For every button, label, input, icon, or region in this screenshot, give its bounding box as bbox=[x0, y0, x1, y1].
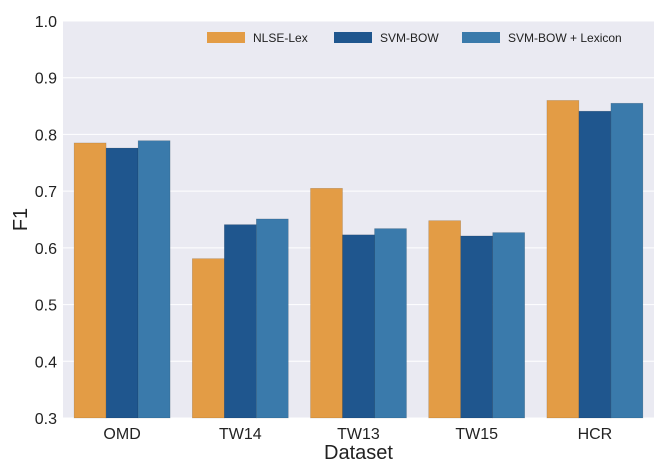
legend-swatch bbox=[207, 32, 245, 43]
bar-svm-bow-omd bbox=[105, 147, 139, 419]
legend: NLSE-Lex SVM-BOW SVM-BOW + Lexicon bbox=[207, 31, 622, 45]
bar-nlse-lex-tw13 bbox=[310, 188, 343, 419]
y-tick-label: 0.6 bbox=[35, 241, 57, 258]
x-axis-label: Dataset bbox=[324, 442, 393, 462]
x-tick-label: TW14 bbox=[219, 426, 262, 443]
x-tick-label: HCR bbox=[578, 426, 613, 443]
bar-svm-bow-tw15 bbox=[460, 235, 494, 419]
legend-label: SVM-BOW bbox=[380, 31, 439, 45]
legend-swatch bbox=[462, 32, 500, 43]
bar-nlse-lex-tw14 bbox=[192, 258, 225, 419]
x-tick-label: TW15 bbox=[455, 426, 498, 443]
legend-label: SVM-BOW + Lexicon bbox=[508, 31, 622, 45]
bar-svm-bow-lexicon-omd bbox=[137, 140, 171, 419]
x-tick-label: TW13 bbox=[337, 426, 380, 443]
y-tick-label: 1.0 bbox=[35, 14, 57, 31]
bar-nlse-lex-hcr bbox=[546, 100, 580, 419]
bar-svm-bow-lexicon-tw14 bbox=[255, 218, 289, 419]
legend-swatch bbox=[334, 32, 372, 43]
y-tick-label: 0.4 bbox=[35, 354, 57, 371]
bar-nlse-lex-omd bbox=[73, 142, 107, 419]
x-tick-labels: OMD TW14 TW13 TW15 HCR bbox=[103, 426, 612, 443]
y-tick-label: 0.5 bbox=[35, 298, 57, 315]
y-axis-label: F1 bbox=[10, 208, 32, 231]
bar-svm-bow-lexicon-tw13 bbox=[374, 228, 407, 419]
bar-svm-bow-lexicon-hcr bbox=[610, 102, 644, 419]
bar-svm-bow-tw13 bbox=[342, 234, 375, 419]
y-tick-label: 0.3 bbox=[35, 411, 57, 428]
y-tick-label: 0.9 bbox=[35, 71, 57, 88]
bar-svm-bow-lexicon-tw15 bbox=[492, 232, 526, 419]
x-tick-label: OMD bbox=[103, 426, 140, 443]
bar-svm-bow-hcr bbox=[578, 110, 612, 419]
bars bbox=[73, 100, 644, 419]
y-tick-label: 0.8 bbox=[35, 127, 57, 144]
y-tick-labels: 0.3 0.4 0.5 0.6 0.7 0.8 0.9 1.0 bbox=[35, 14, 57, 428]
y-tick-label: 0.7 bbox=[35, 184, 57, 201]
legend-label: NLSE-Lex bbox=[253, 31, 308, 45]
bar-nlse-lex-tw15 bbox=[428, 220, 462, 419]
bar-svm-bow-tw14 bbox=[224, 224, 257, 419]
